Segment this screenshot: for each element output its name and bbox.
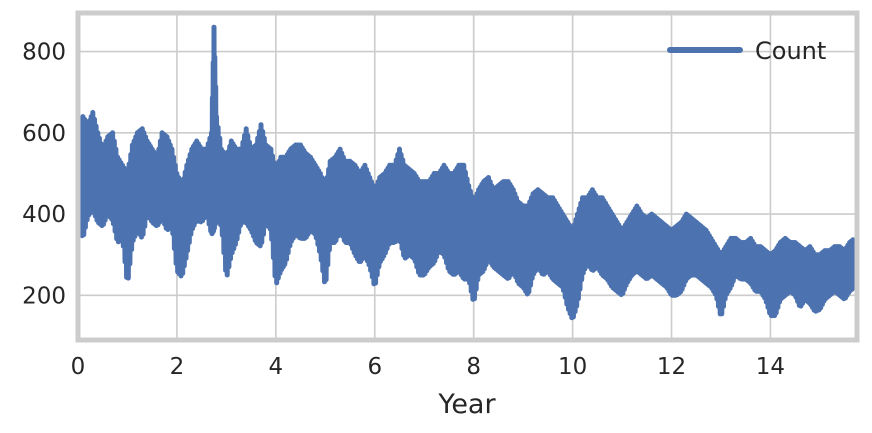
y-tick-label: 400 [22,202,66,228]
y-tick-label: 600 [22,121,66,147]
x-tick-label: 12 [657,354,686,380]
plot-frame [75,10,860,343]
x-tick-label: 4 [269,354,284,380]
y-tick-label: 800 [22,40,66,66]
series-count-layer [75,24,857,321]
x-tick-label: 8 [466,354,481,380]
legend-label-count: Count [755,37,826,65]
tick-labels: 0 2 4 6 8 10 12 14 200 400 600 800 [22,40,785,380]
x-tick-label: 10 [558,354,587,380]
legend: Count [667,37,826,65]
y-tick-label: 200 [22,283,66,309]
x-axis-title: Year [437,389,496,420]
x-tick-label: 2 [170,354,185,380]
x-tick-label: 0 [71,354,86,380]
series-line-count [75,24,857,321]
x-tick-label: 6 [367,354,382,380]
x-tick-label: 14 [756,354,785,380]
